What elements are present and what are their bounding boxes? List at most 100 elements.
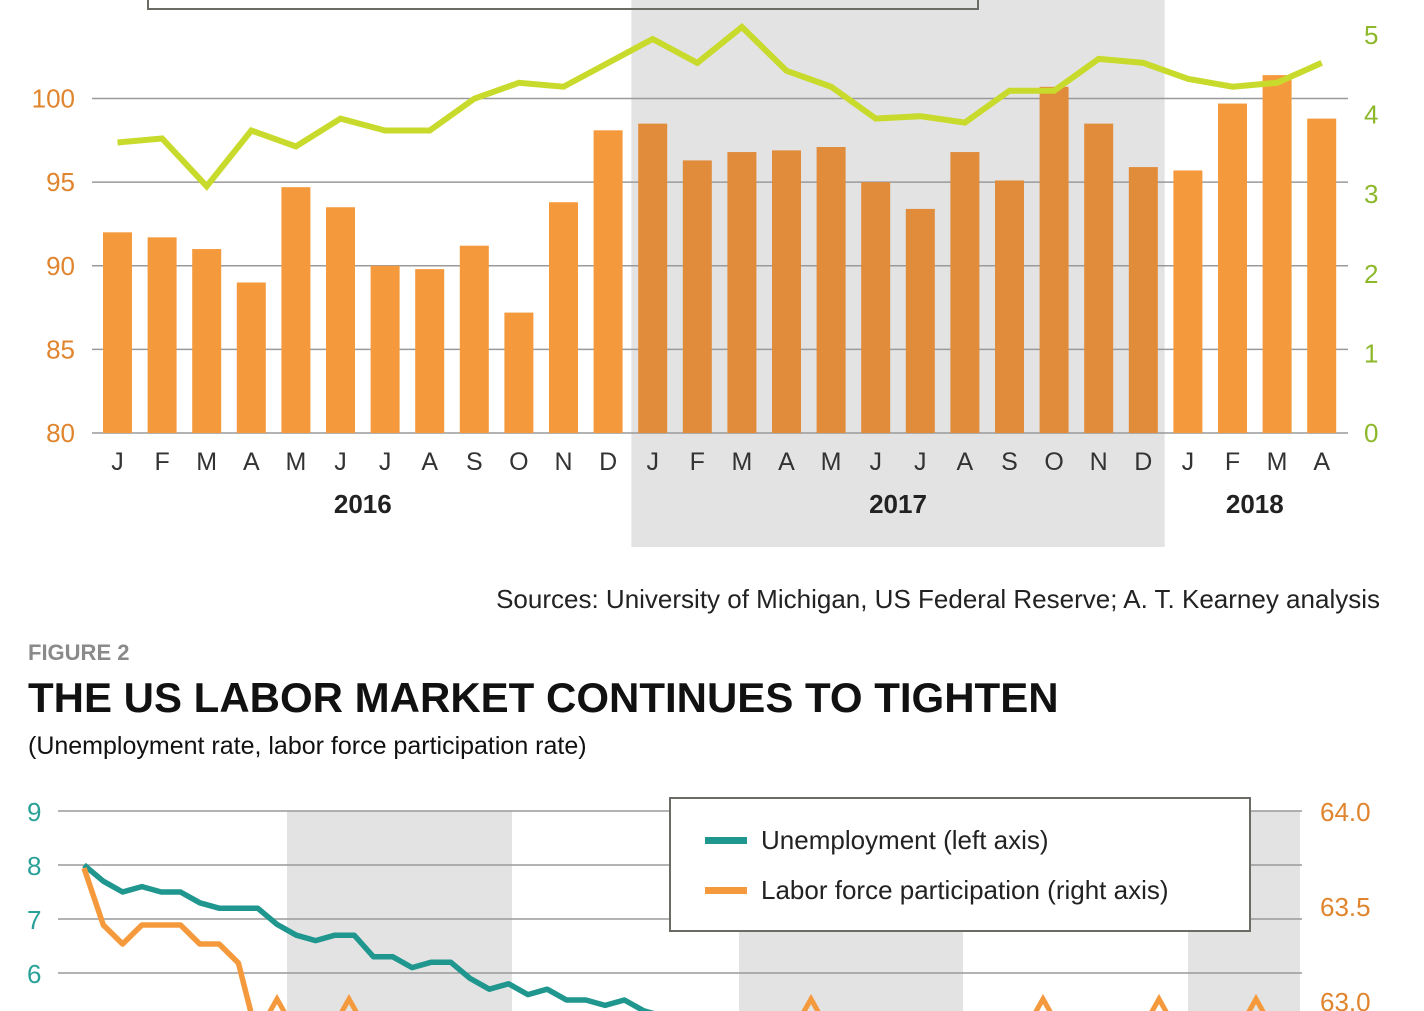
legend-box-edge (147, 0, 979, 10)
month-tick: J (646, 448, 659, 476)
month-tick: A (421, 448, 438, 476)
bar (236, 282, 266, 433)
line-series-spike (1033, 993, 1053, 1011)
bar (549, 202, 578, 433)
month-tick: D (1134, 448, 1152, 476)
month-tick: A (778, 448, 795, 476)
left-axis-tick: 80 (46, 418, 75, 448)
sources-note: Sources: University of Michigan, US Fede… (496, 584, 1380, 614)
bar (1128, 167, 1158, 433)
month-tick: S (1001, 448, 1018, 476)
month-tick: J (914, 448, 927, 476)
right-axis-tick: 1 (1364, 338, 1378, 368)
legend-swatch-unemployment (705, 836, 747, 844)
year-label: 2018 (1226, 489, 1284, 519)
bar (504, 312, 534, 433)
month-tick: M (821, 448, 842, 476)
right-axis-tick: 4 (1364, 100, 1378, 130)
bar (638, 123, 668, 434)
figure-subtitle: (Unemployment rate, labor force particip… (28, 732, 587, 760)
month-tick: A (243, 448, 260, 476)
legend-item-participation: Labor force participation (right axis) (705, 873, 1169, 907)
right-axis-tick: 63.0 (1320, 987, 1371, 1011)
bar (816, 147, 846, 433)
bar (459, 245, 489, 433)
bar (950, 152, 980, 433)
line-series-spike (1149, 993, 1169, 1011)
shaded-year-band (287, 811, 512, 1011)
legend-label-unemployment: Unemployment (left axis) (761, 824, 1049, 855)
bar (192, 249, 222, 433)
month-tick: F (154, 448, 169, 476)
legend-item-unemployment: Unemployment (left axis) (705, 823, 1049, 857)
right-axis-tick: 0 (1364, 418, 1378, 448)
line-series-spike (267, 993, 287, 1011)
month-tick: J (869, 448, 882, 476)
bar (1218, 103, 1247, 433)
bar (1084, 123, 1114, 434)
month-tick: J (111, 448, 124, 476)
month-tick: F (1225, 448, 1240, 476)
month-tick: O (1044, 448, 1063, 476)
bar (1262, 75, 1292, 434)
month-tick: M (196, 448, 217, 476)
left-axis-tick: 8 (27, 851, 41, 881)
bar (593, 130, 623, 433)
line-series-spike (339, 993, 359, 1011)
bar (370, 265, 400, 433)
month-tick: F (690, 448, 705, 476)
month-tick: J (379, 448, 392, 476)
right-axis-tick: 64.0 (1320, 797, 1371, 827)
month-tick: M (1267, 448, 1288, 476)
month-tick: M (731, 448, 752, 476)
shaded-year-band (631, 0, 1165, 547)
month-tick: N (1090, 448, 1108, 476)
month-tick: M (285, 448, 306, 476)
bar (772, 150, 801, 434)
month-tick: D (599, 448, 617, 476)
legend-swatch-participation (705, 886, 747, 894)
month-tick: J (334, 448, 347, 476)
bar (103, 232, 132, 433)
line-series (117, 23, 1323, 191)
line-series-spike (801, 993, 821, 1011)
right-axis-tick: 3 (1364, 179, 1378, 209)
left-axis-tick: 7 (27, 905, 41, 935)
left-axis-tick: 100 (32, 84, 75, 114)
right-axis-tick: 2 (1364, 259, 1378, 289)
bar (1307, 118, 1337, 433)
bar (727, 152, 757, 433)
month-tick: J (1182, 448, 1195, 476)
bar (1039, 86, 1069, 433)
legend-label-participation: Labor force participation (right axis) (761, 874, 1169, 905)
left-axis-tick: 90 (46, 251, 75, 281)
figure-label: FIGURE 2 (28, 640, 130, 665)
left-axis-tick: 95 (46, 167, 75, 197)
month-tick: A (1313, 448, 1330, 476)
line-series-spike (1246, 993, 1266, 1011)
month-tick: O (509, 448, 528, 476)
left-axis-tick: 85 (46, 334, 75, 364)
year-label: 2017 (869, 489, 927, 519)
chart-legend: Unemployment (left axis) Labor force par… (669, 797, 1251, 932)
figure-title: THE US LABOR MARKET CONTINUES TO TIGHTEN (28, 674, 1059, 721)
bar (1173, 170, 1203, 433)
bar (326, 207, 355, 433)
bar (281, 187, 311, 433)
bar (682, 160, 712, 433)
month-tick: N (554, 448, 572, 476)
year-label: 2016 (334, 489, 392, 519)
left-axis-tick: 6 (27, 959, 41, 989)
right-axis-tick: 5 (1364, 20, 1378, 50)
line-series (81, 867, 254, 1011)
bar (995, 180, 1024, 433)
left-axis-tick: 9 (27, 797, 41, 827)
bar (861, 182, 891, 433)
bar (147, 237, 177, 433)
bar (415, 269, 445, 433)
right-axis-tick: 63.5 (1320, 892, 1371, 922)
month-tick: A (957, 448, 974, 476)
month-tick: S (466, 448, 483, 476)
line-series (82, 862, 655, 1011)
